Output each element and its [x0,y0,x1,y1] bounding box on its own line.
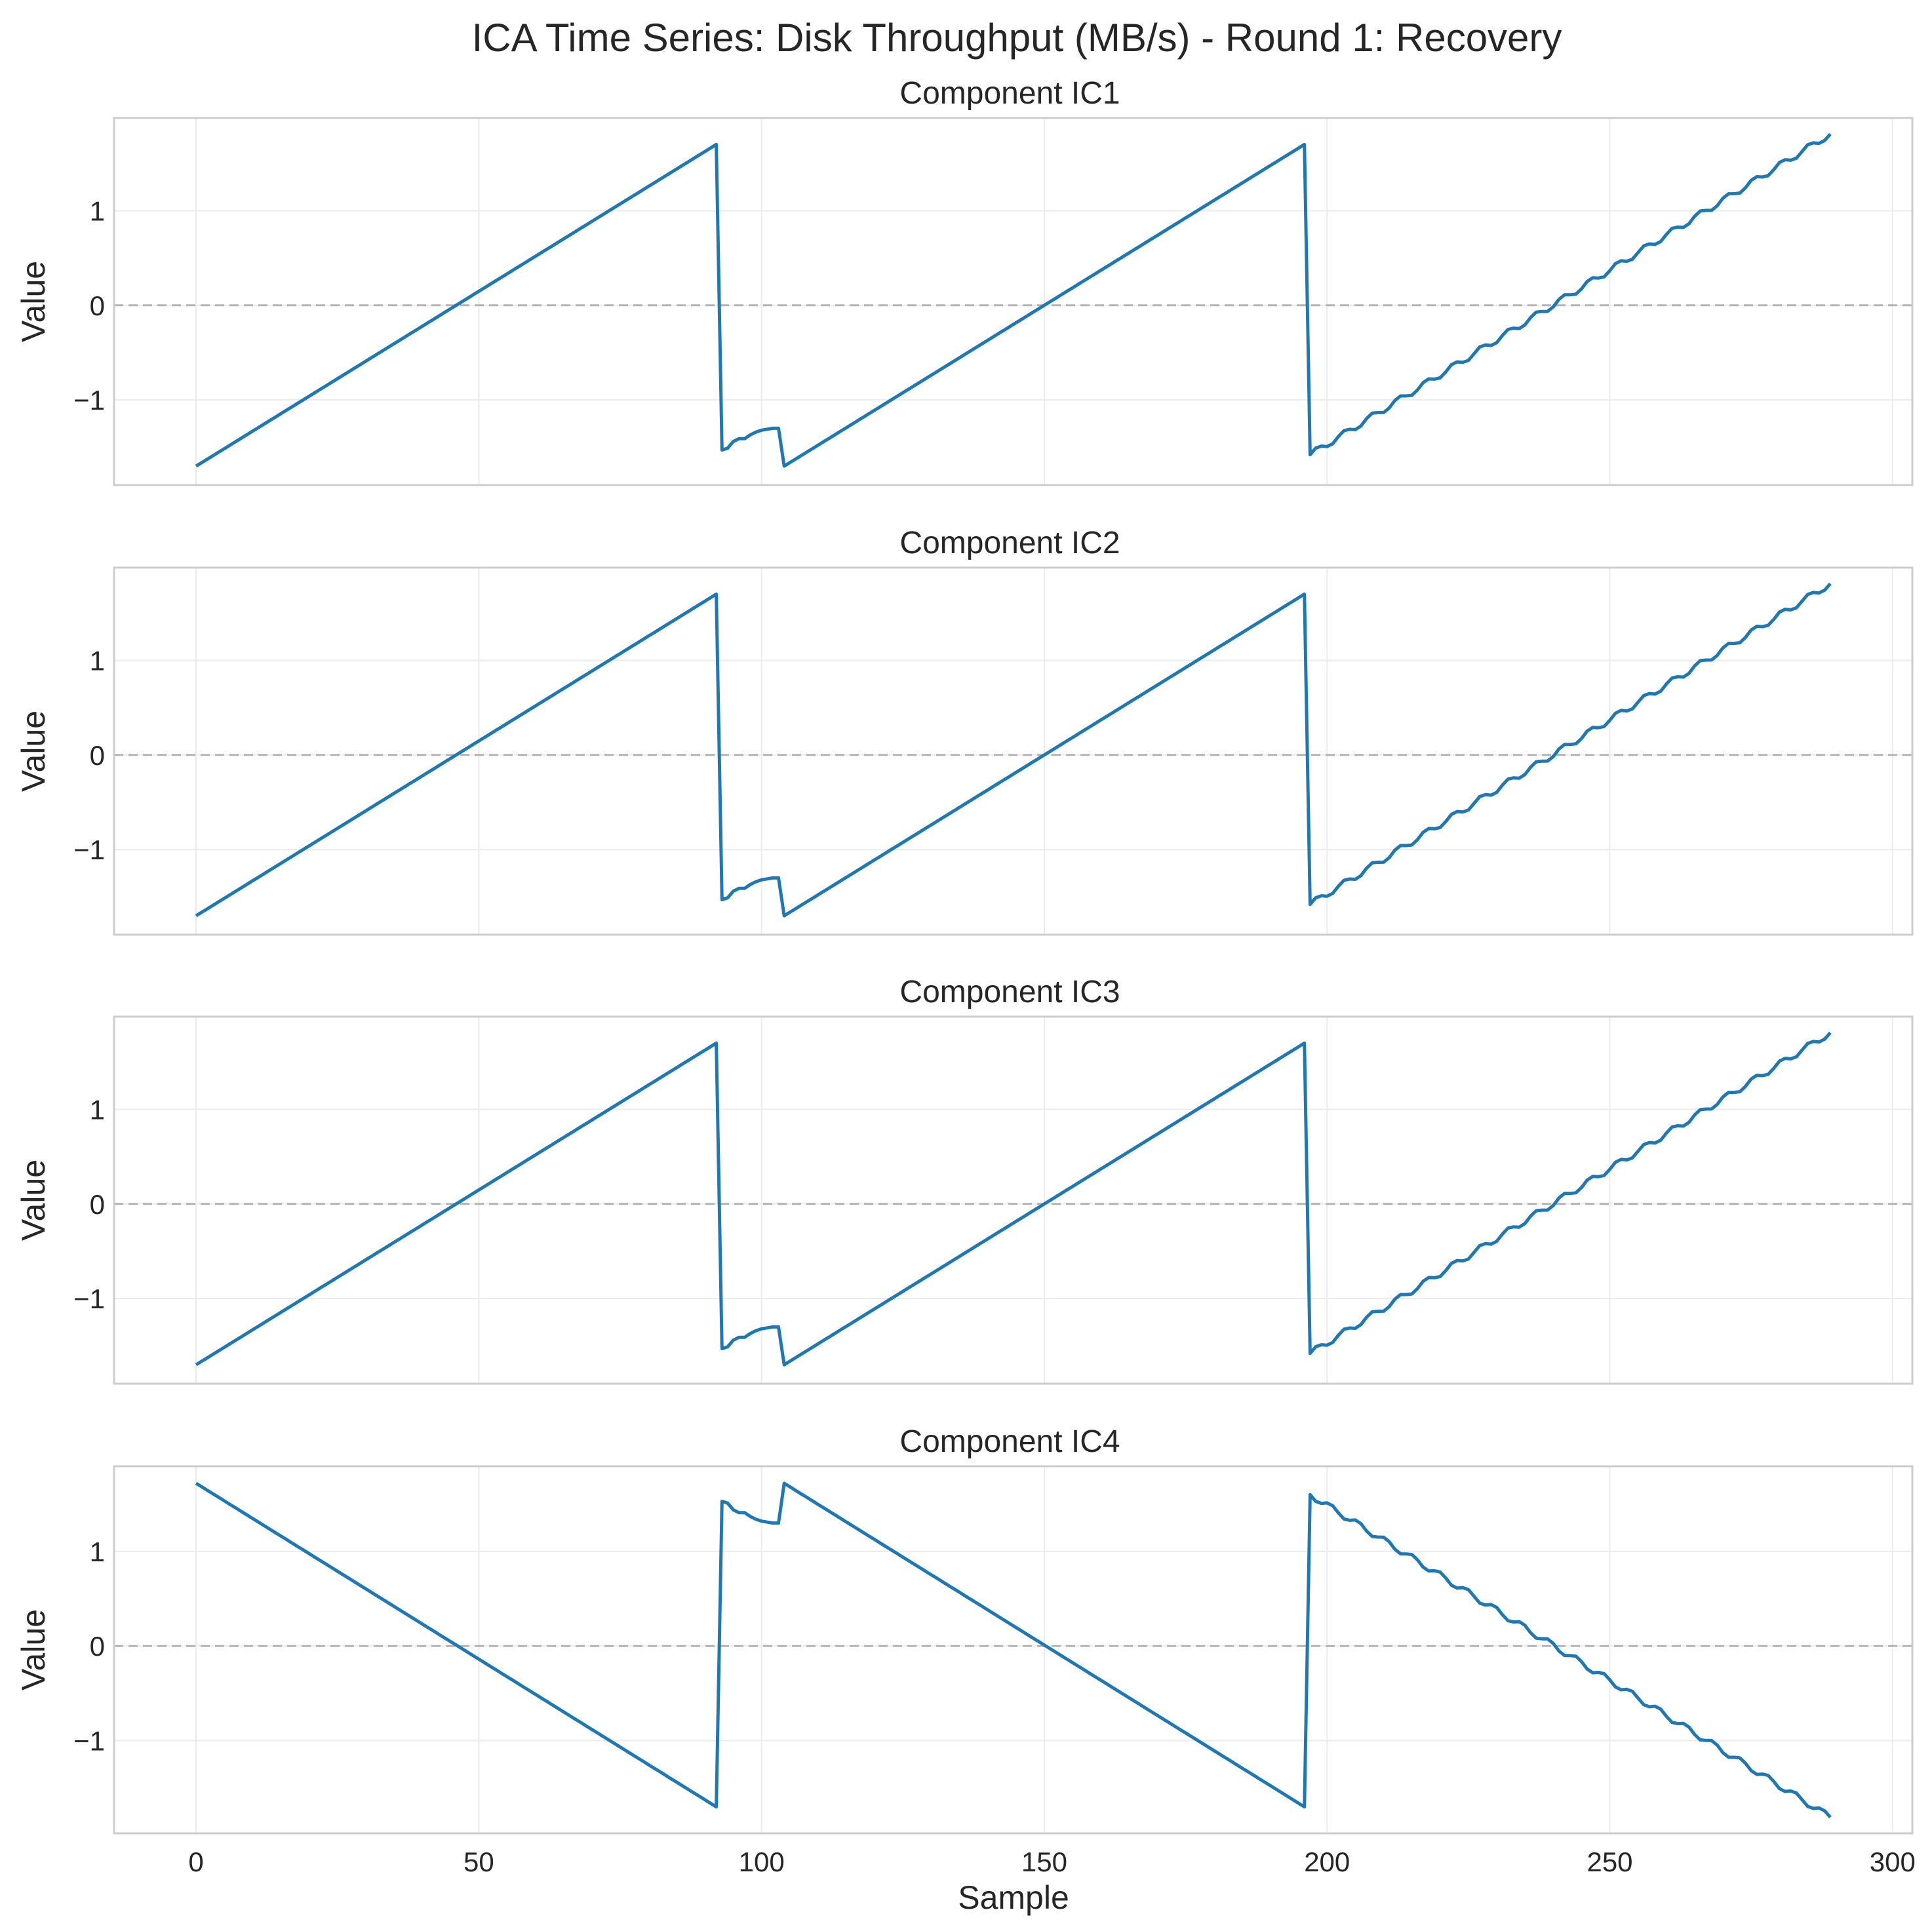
panel-title: Component IC2 [899,526,1120,560]
y-tick-label: 0 [90,1631,105,1662]
axes-frame [113,117,1914,486]
series-line-2 [195,582,1832,918]
y-tick-label: 1 [90,645,105,676]
series-line-4 [195,1481,1832,1819]
panel-2: Component IC2 −1 0 1 Value [15,526,1914,936]
x-tick-label: 150 [1021,1846,1067,1877]
y-tick-label: −1 [73,1726,105,1757]
y-tick-label: 1 [90,195,105,226]
panel-title: Component IC1 [899,76,1120,111]
x-tick-label: 0 [188,1846,203,1877]
y-tick-label: −1 [73,385,105,416]
chart-title: ICA Time Series: Disk Throughput (MB/s) … [472,16,1562,60]
panel-title: Component IC3 [899,975,1120,1009]
y-tick-label: −1 [73,834,105,865]
y-tick-label: −1 [73,1283,105,1314]
x-tick-label: 50 [463,1846,494,1877]
axes-frame [113,566,1914,936]
panels-group: Component IC1 −1 0 1 Value Component IC2 −1 0 1 V… [15,76,1916,1877]
y-tick-label: 1 [90,1094,105,1125]
series-line-3 [195,1031,1832,1367]
panel-4: Component IC4 −1 0 1 Value 0 50 100 150 200 250 300 [15,1424,1916,1877]
x-tick-label: 200 [1304,1846,1350,1877]
x-tick-label: 100 [739,1846,785,1877]
series-line-1 [195,132,1832,468]
y-tick-label: 1 [90,1536,105,1567]
y-tick-label: 0 [90,740,105,771]
axes-frame [113,1465,1914,1835]
y-tick-label: 0 [90,1189,105,1220]
y-axis-label: Value [15,1609,52,1690]
panel-title: Component IC4 [899,1424,1120,1459]
x-tick-label: 250 [1587,1846,1632,1877]
y-axis-label: Value [15,711,52,792]
y-axis-label: Value [15,1160,52,1241]
axes-frame [113,1015,1914,1385]
x-tick-label: 300 [1870,1846,1916,1877]
x-axis-label: Sample [958,1879,1069,1916]
y-axis-label: Value [15,261,52,342]
panel-1: Component IC1 −1 0 1 Value [15,76,1914,486]
panel-3: Component IC3 −1 0 1 Value [15,975,1914,1385]
y-tick-label: 0 [90,290,105,321]
